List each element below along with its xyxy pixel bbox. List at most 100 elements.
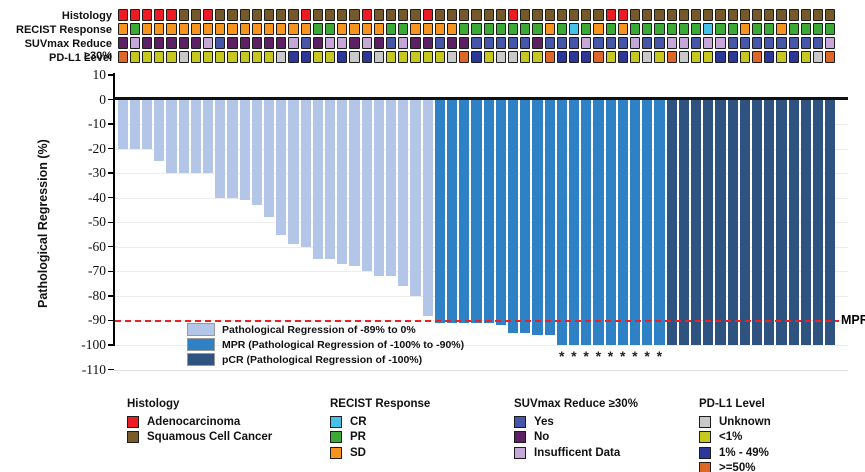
track-cell-recist	[739, 23, 751, 35]
track-cell-histology	[178, 9, 189, 21]
y-tick-mark	[108, 295, 114, 297]
track-cell-suvmax	[812, 37, 824, 49]
waterfall-bar	[434, 99, 446, 323]
track-label-suvmax: SUVmax Reduce ≥30%	[24, 38, 112, 62]
track-cell-histology	[300, 9, 311, 21]
track-label-histology: Histology	[61, 10, 112, 22]
track-cell-recist	[654, 23, 665, 35]
waterfall-bar	[715, 99, 726, 345]
track-cell-pdl1	[276, 51, 287, 63]
track-cell-pdl1	[532, 51, 543, 63]
track-cell-histology	[190, 9, 202, 21]
adenocarcinoma-swatch	[127, 415, 139, 428]
waterfall-bar	[788, 99, 799, 345]
track-cell-suvmax	[373, 37, 385, 49]
legend-label: No	[534, 431, 550, 444]
track-cell-suvmax	[739, 37, 751, 49]
track-cell-histology	[263, 9, 275, 21]
track-cell-suvmax	[629, 37, 641, 49]
waterfall-bar	[361, 99, 372, 272]
track-cell-suvmax	[715, 37, 726, 49]
track-cell-pdl1	[324, 51, 336, 63]
waterfall-bar	[422, 99, 433, 316]
legend-item: >=50%	[699, 461, 771, 472]
waterfall-bar	[568, 99, 580, 345]
y-tick-mark	[108, 344, 114, 346]
waterfall-bar	[751, 99, 763, 345]
track-cell-suvmax	[544, 37, 555, 49]
track-cell-pdl1	[178, 51, 189, 63]
legend-item: Adenocarcinoma	[127, 414, 272, 430]
track-cell-recist	[349, 23, 360, 35]
legend-label: 1% - 49%	[719, 446, 769, 459]
track-cell-suvmax	[776, 37, 787, 49]
waterfall-bar	[812, 99, 824, 345]
pr-swatch	[330, 431, 342, 444]
waterfall-bar	[617, 99, 629, 345]
track-cell-pdl1	[434, 51, 446, 63]
asterisk-marker: *	[656, 348, 663, 364]
track-cell-suvmax	[556, 37, 568, 49]
track-label-pdl1: PD-L1 Level	[49, 52, 112, 64]
y-tick-label: -60	[88, 238, 106, 254]
legend-header: RECIST Response	[330, 398, 431, 410]
pdl1-lt1-swatch	[699, 431, 711, 444]
legend-swatch-light	[187, 323, 215, 336]
track-cell-recist	[568, 23, 580, 35]
legend-item: Squamous Cell Cancer	[127, 430, 272, 446]
legend-item: <1%	[699, 430, 771, 446]
legend-label-pcr: pCR (Pathological Regression of -100%)	[222, 353, 423, 366]
track-cell-recist	[385, 23, 397, 35]
track-cell-recist	[324, 23, 336, 35]
track-cell-suvmax	[288, 37, 299, 49]
track-cell-recist	[446, 23, 458, 35]
track-cell-pdl1	[398, 51, 409, 63]
track-cell-recist	[544, 23, 555, 35]
asterisk-marker: *	[632, 348, 638, 364]
waterfall-bar	[654, 99, 665, 345]
track-cell-recist	[776, 23, 787, 35]
y-axis-spine	[113, 73, 115, 346]
track-cell-histology	[227, 9, 238, 21]
track-cell-recist	[532, 23, 543, 35]
legend-label: Yes	[534, 415, 554, 428]
track-cell-recist	[629, 23, 641, 35]
track-cell-suvmax	[141, 37, 153, 49]
track-cell-recist	[703, 23, 714, 35]
track-cell-pdl1	[239, 51, 250, 63]
track-cell-histology	[629, 9, 641, 21]
legend-item: CR	[330, 414, 430, 430]
track-cell-histology	[507, 9, 519, 21]
track-cell-suvmax	[178, 37, 189, 49]
track-cell-pdl1	[154, 51, 165, 63]
track-cell-histology	[642, 9, 653, 21]
track-cell-recist	[617, 23, 629, 35]
track-cell-histology	[532, 9, 543, 21]
track-cell-recist	[117, 23, 128, 35]
y-tick-mark	[108, 270, 114, 273]
track-cell-recist	[215, 23, 226, 35]
y-tick-label: -70	[88, 263, 106, 279]
asterisk-marker: *	[571, 348, 577, 364]
track-cell-pdl1	[190, 51, 202, 63]
track-cell-histology	[727, 9, 738, 21]
legend-label-light: Pathological Regression of -89% to 0%	[222, 323, 416, 336]
track-cell-histology	[556, 9, 568, 21]
track-cell-recist	[593, 23, 604, 35]
track-cell-recist	[678, 23, 690, 35]
track-cell-recist	[263, 23, 275, 35]
pdl1-unknown-swatch	[699, 415, 711, 428]
track-cell-pdl1	[556, 51, 568, 63]
y-tick-mark	[108, 246, 114, 248]
mpr-threshold-line	[115, 319, 839, 322]
waterfall-bar	[556, 99, 568, 345]
track-cell-histology	[776, 9, 787, 21]
track-cell-histology	[788, 9, 799, 21]
track-cell-pdl1	[825, 51, 836, 63]
track-cell-pdl1	[593, 51, 604, 63]
track-cell-suvmax	[507, 37, 519, 49]
track-cell-recist	[190, 23, 202, 35]
track-cell-histology	[446, 9, 458, 21]
track-cell-recist	[251, 23, 263, 35]
asterisk-marker: *	[583, 348, 589, 364]
